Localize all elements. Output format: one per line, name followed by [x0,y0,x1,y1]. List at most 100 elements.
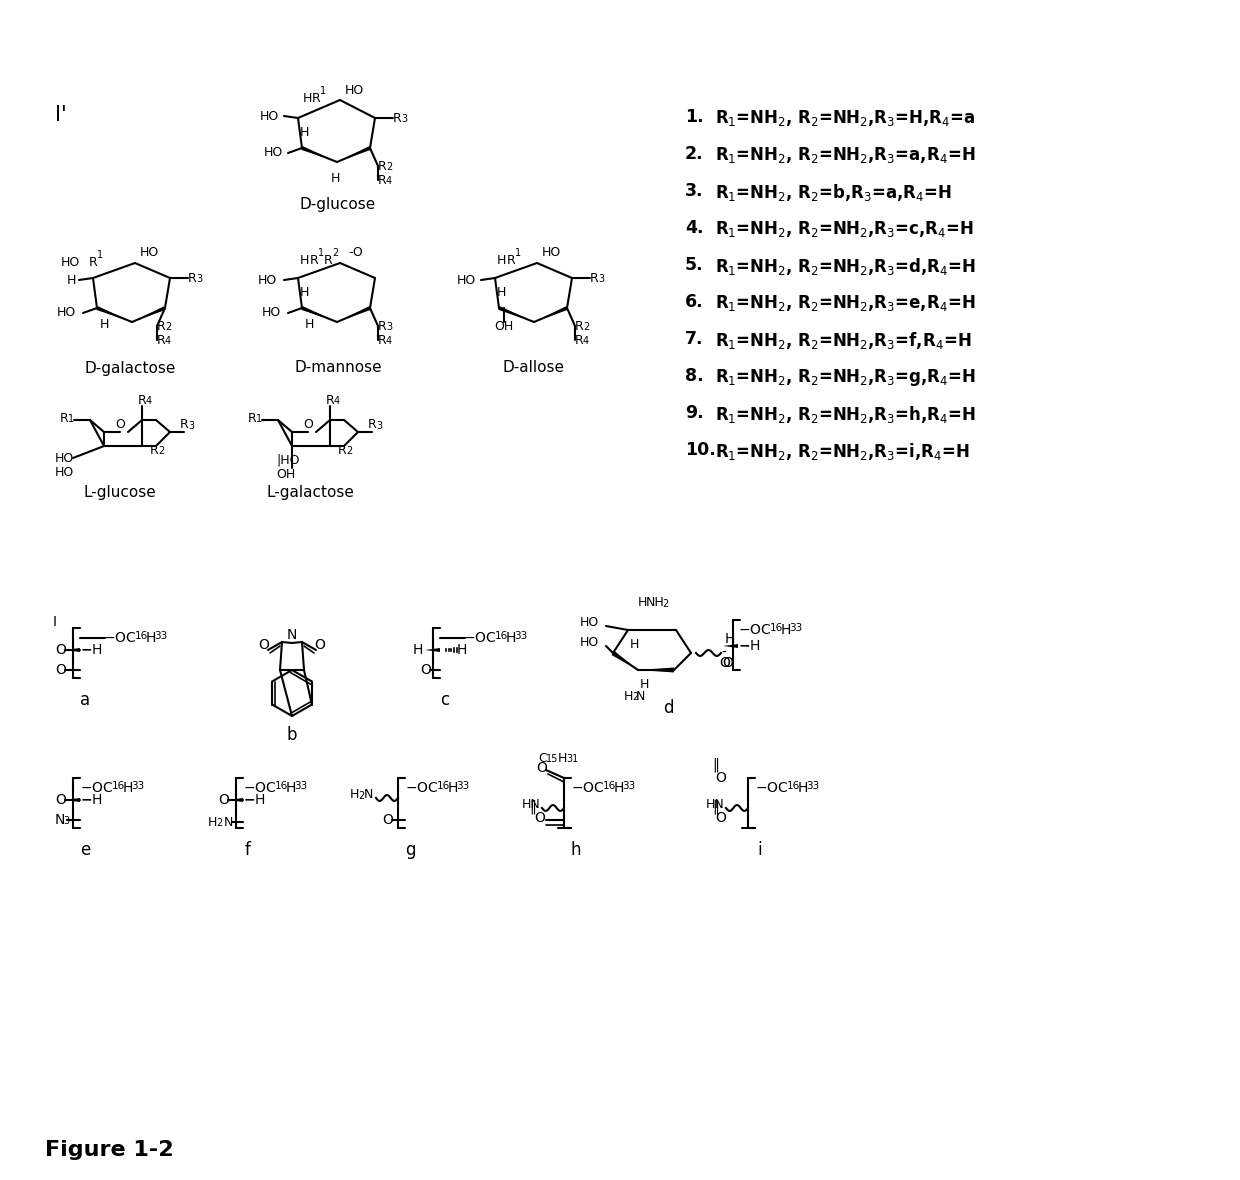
Text: 16: 16 [787,781,800,791]
Text: O: O [723,656,733,670]
Text: $-$OC: $-$OC [405,781,439,795]
Text: HO: HO [55,465,74,479]
Text: N: N [636,689,645,702]
Text: H: H [146,631,156,645]
Text: O: O [420,663,430,677]
Text: R: R [60,412,68,425]
Text: R$_1$=NH$_2$, R$_2$=NH$_2$,R$_3$=a,R$_4$=H: R$_1$=NH$_2$, R$_2$=NH$_2$,R$_3$=a,R$_4$… [715,145,976,165]
Polygon shape [723,644,738,648]
Text: 16: 16 [135,631,149,641]
Text: I': I' [55,105,67,125]
Text: R: R [180,419,188,432]
Text: R$_1$=NH$_2$, R$_2$=NH$_2$,R$_3$=g,R$_4$=H: R$_1$=NH$_2$, R$_2$=NH$_2$,R$_3$=g,R$_4$… [715,367,976,388]
Polygon shape [228,798,243,802]
Text: HN: HN [706,799,724,812]
Polygon shape [337,146,371,162]
Polygon shape [301,146,337,162]
Text: H: H [100,317,109,330]
Text: HO: HO [260,110,279,123]
Text: R: R [590,271,599,284]
Text: $\mathbf{-}$H: $\mathbf{-}$H [81,793,103,807]
Text: R$_1$=NH$_2$, R$_2$=NH$_2$,R$_3$=c,R$_4$=H: R$_1$=NH$_2$, R$_2$=NH$_2$,R$_3$=c,R$_4$… [715,219,975,240]
Text: R$_1$=NH$_2$, R$_2$=NH$_2$,R$_3$=d,R$_4$=H: R$_1$=NH$_2$, R$_2$=NH$_2$,R$_3$=d,R$_4$… [715,256,976,277]
Text: H: H [624,689,634,702]
Text: 31: 31 [565,754,578,763]
Text: 1: 1 [97,250,103,260]
Text: $-$OC: $-$OC [103,631,136,645]
Text: O: O [55,643,66,657]
Text: 10.: 10. [684,441,715,459]
Text: H: H [630,637,640,650]
Text: R$_1$=NH$_2$, R$_2$=NH$_2$,R$_3$=f,R$_4$=H: R$_1$=NH$_2$, R$_2$=NH$_2$,R$_3$=f,R$_4$… [715,330,971,350]
Text: ‖: ‖ [713,799,719,813]
Text: N: N [224,815,233,828]
Text: O: O [55,793,66,807]
Text: HO: HO [55,452,74,465]
Text: a: a [79,691,91,709]
Text: 1: 1 [68,414,74,424]
Text: H: H [614,781,625,795]
Text: 15: 15 [546,754,558,763]
Text: HO: HO [262,307,281,320]
Text: 16: 16 [495,631,508,641]
Text: H: H [303,92,312,105]
Text: 33: 33 [806,781,820,791]
Text: 3: 3 [401,114,407,124]
Text: H: H [350,788,360,801]
Text: R: R [312,92,321,105]
Text: D-glucose: D-glucose [300,197,376,212]
Text: $\mathbf{-}$H: $\mathbf{-}$H [738,640,760,653]
Text: 2: 2 [662,599,668,609]
Text: 16: 16 [275,781,288,791]
Text: 1: 1 [255,414,262,424]
Text: R: R [378,159,387,172]
Text: O: O [314,638,325,653]
Text: g: g [404,841,415,859]
Text: L-glucose: L-glucose [83,485,156,500]
Text: 33: 33 [456,781,469,791]
Text: H: H [300,125,309,138]
Text: R: R [157,320,166,333]
Text: R$_1$=NH$_2$, R$_2$=NH$_2$,R$_3$=h,R$_4$=H: R$_1$=NH$_2$, R$_2$=NH$_2$,R$_3$=h,R$_4$… [715,404,976,425]
Text: O: O [218,793,229,807]
Text: NH: NH [646,597,665,610]
Text: 4: 4 [386,336,392,346]
Text: 4: 4 [386,176,392,186]
Text: 5.: 5. [684,256,703,274]
Text: HO: HO [61,256,81,269]
Text: H: H [300,286,309,299]
Text: HO: HO [57,307,76,320]
Text: H: H [506,631,516,645]
Text: HO: HO [458,274,476,287]
Text: R: R [378,320,387,333]
Text: 33: 33 [622,781,635,791]
Text: ‖: ‖ [713,758,719,772]
Polygon shape [301,306,337,322]
Text: HO: HO [264,146,283,159]
Text: 16: 16 [112,781,125,791]
Text: H: H [330,171,340,184]
Text: HO: HO [258,274,278,287]
Text: 3: 3 [196,274,202,284]
Text: HO: HO [580,616,599,629]
Text: R: R [368,419,377,432]
Text: 33: 33 [515,631,527,641]
Text: R: R [378,334,387,347]
Text: $-$OC: $-$OC [243,781,277,795]
Text: O: O [115,419,125,432]
Text: H: H [67,274,77,287]
Text: 16: 16 [436,781,450,791]
Polygon shape [425,648,440,653]
Text: f: f [246,841,250,859]
Text: $-$OC: $-$OC [81,781,114,795]
Text: 2: 2 [157,446,164,455]
Text: e: e [79,841,91,859]
Text: 1: 1 [515,248,521,258]
Polygon shape [131,306,166,322]
Text: H: H [208,815,217,828]
Text: 2: 2 [216,818,222,828]
Text: HO: HO [542,247,562,260]
Text: R$_1$=NH$_2$, R$_2$=NH$_2$,R$_3$=H,R$_4$=a: R$_1$=NH$_2$, R$_2$=NH$_2$,R$_3$=H,R$_4$… [715,109,976,127]
Text: O: O [536,761,547,775]
Text: D-allose: D-allose [502,361,564,375]
